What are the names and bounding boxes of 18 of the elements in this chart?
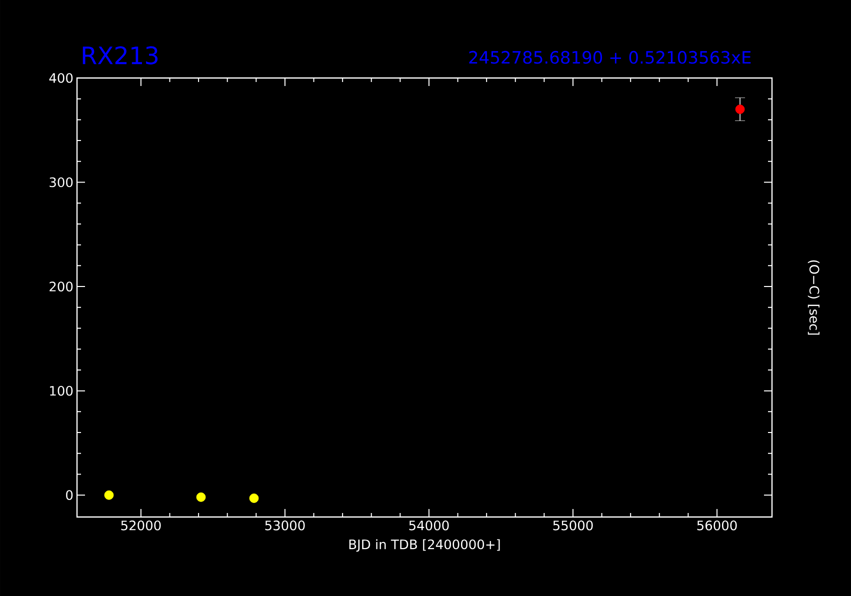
y-tick-label: 0 xyxy=(66,490,73,500)
x-axis-title: BJD in TDB [2400000+] xyxy=(349,539,500,552)
y-tick-label: 300 xyxy=(50,177,73,188)
y-tick-label: 100 xyxy=(50,386,73,396)
y-tick-label: 200 xyxy=(50,282,73,292)
point xyxy=(104,490,114,500)
chart-subtitle: 2452785.68190 + 0.52103563xE xyxy=(469,50,751,64)
x-tick-label: 52000 xyxy=(121,520,161,530)
chart-title: RX213 xyxy=(82,46,158,64)
point xyxy=(735,104,745,114)
point xyxy=(249,494,259,503)
x-tick-label: 54000 xyxy=(409,520,449,530)
x-tick-label: 56000 xyxy=(697,520,737,530)
x-tick-label: 55000 xyxy=(553,520,593,530)
x-tick-label: 53000 xyxy=(265,520,305,530)
y-tick-label: 400 xyxy=(49,73,73,83)
y-axis-title: (O−C) [sec] xyxy=(808,260,820,335)
point xyxy=(196,492,206,502)
